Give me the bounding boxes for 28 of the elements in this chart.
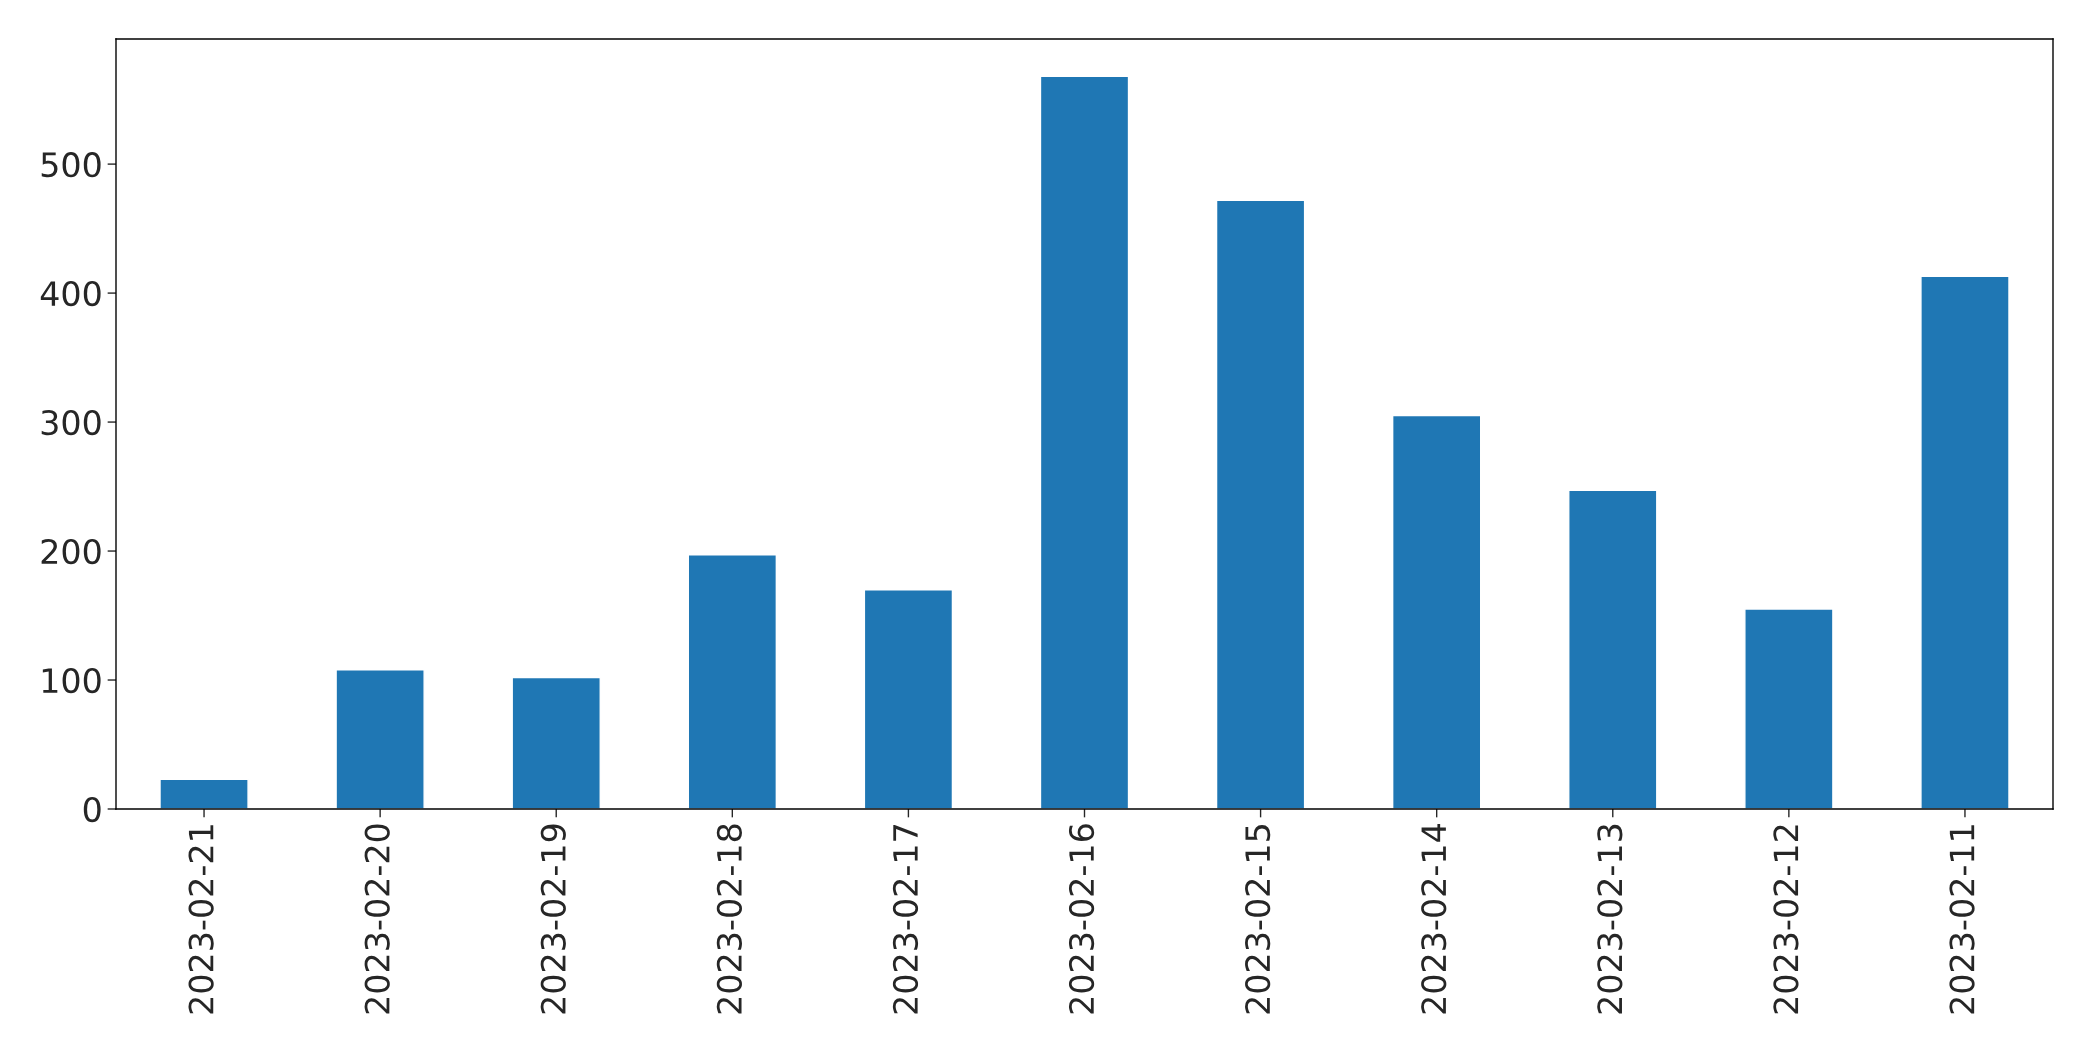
x-tick-label: 2023-02-14 [1421, 824, 1447, 1014]
y-tick-label: 500 [41, 152, 101, 178]
x-tick-label: 2023-02-12 [1773, 825, 1799, 1014]
x-tick-label: 2023-02-20 [364, 824, 390, 1014]
y-tick-label: 300 [41, 409, 101, 436]
bar [1039, 75, 1130, 809]
x-tick-label: 2023-02-19 [540, 824, 566, 1014]
y-tick-label: 200 [41, 538, 101, 565]
x-tick-label: 2023-02-17 [892, 825, 919, 1014]
bar [863, 589, 954, 809]
y-tick-label: 100 [42, 667, 101, 694]
bar [1744, 608, 1834, 809]
y-tick-label: 400 [40, 281, 101, 307]
bar [1920, 275, 2010, 809]
x-tick-label: 2023-02-16 [1068, 824, 1095, 1014]
bar [1568, 489, 1658, 809]
x-tick-label: 2023-02-15 [1245, 825, 1271, 1014]
x-tick-label: 2023-02-13 [1597, 824, 1623, 1014]
bar [511, 676, 601, 809]
x-tick-label: 2023-02-11 [1949, 825, 1975, 1014]
bar [335, 669, 425, 809]
x-tick-label: 2023-02-21 [188, 825, 214, 1014]
bar [1391, 414, 1482, 809]
y-tick-label: 0 [83, 796, 101, 823]
bar [1215, 199, 1306, 809]
bar [159, 778, 249, 809]
x-tick-label: 2023-02-18 [716, 824, 742, 1014]
bar [687, 554, 778, 809]
